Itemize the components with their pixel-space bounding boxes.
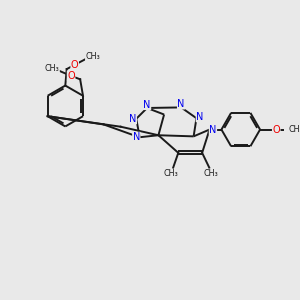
Text: N: N: [196, 112, 204, 122]
Text: CH₃: CH₃: [85, 52, 100, 61]
Text: CH₃: CH₃: [288, 125, 300, 134]
Text: N: N: [133, 132, 140, 142]
Text: N: N: [177, 99, 185, 109]
Text: N: N: [129, 114, 137, 124]
Text: CH₃: CH₃: [203, 169, 218, 178]
Text: CH₃: CH₃: [45, 64, 59, 73]
Text: O: O: [67, 71, 75, 81]
Text: N: N: [143, 100, 151, 110]
Text: O: O: [272, 124, 280, 135]
Text: O: O: [71, 60, 79, 70]
Text: CH₃: CH₃: [164, 169, 178, 178]
Text: N: N: [209, 124, 217, 135]
